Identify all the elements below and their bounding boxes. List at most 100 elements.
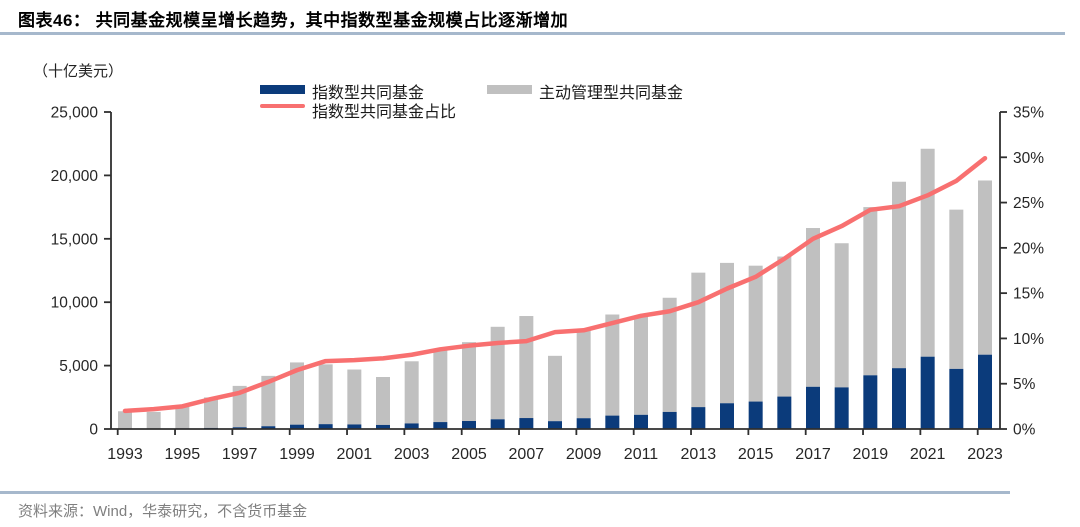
x-tick-label: 2013 [681, 446, 717, 463]
bar-active-2006 [490, 326, 505, 420]
x-tick-label: 2003 [394, 446, 430, 463]
bar-index-2009 [576, 418, 591, 429]
bar-index-1999 [290, 424, 304, 429]
right-tick-label: 25% [1013, 195, 1044, 212]
x-tick-label: 1997 [222, 446, 258, 463]
bar-index-2003 [404, 423, 419, 429]
bar-active-2019 [863, 207, 878, 376]
bar-active-1997 [232, 385, 247, 428]
bar-active-2011 [634, 315, 648, 415]
bar-active-2018 [834, 243, 849, 388]
bar-index-2016 [777, 396, 792, 429]
bar-active-1993 [118, 411, 132, 429]
x-tick-label: 2007 [509, 446, 545, 463]
legend-active-fund-swatch [487, 85, 532, 94]
bar-active-2020 [892, 181, 906, 369]
x-tick-label: 2005 [451, 446, 487, 463]
bar-index-2008 [548, 421, 562, 429]
bar-index-2018 [834, 387, 849, 429]
bar-active-1999 [290, 362, 304, 425]
bar-index-2005 [462, 421, 476, 429]
bar-active-2012 [662, 297, 677, 412]
bar-index-1998 [261, 426, 276, 429]
bar-active-1998 [261, 375, 276, 427]
x-tick-label: 2021 [910, 446, 946, 463]
bar-index-2013 [691, 407, 706, 429]
bar-active-1995 [175, 404, 190, 429]
bar-index-2023 [978, 354, 992, 429]
bar-index-2012 [662, 411, 677, 429]
bar-index-2002 [376, 424, 390, 429]
bar-index-2010 [605, 415, 620, 429]
legend-index-share-line-swatch [260, 104, 305, 108]
x-tick-label: 2011 [624, 446, 659, 463]
bar-active-2023 [978, 180, 992, 355]
right-tick-label: 30% [1013, 150, 1044, 167]
left-tick-label: 10,000 [51, 295, 99, 312]
left-tick-label: 0 [89, 422, 98, 439]
bar-active-1994 [146, 411, 161, 429]
right-tick-label: 15% [1013, 286, 1044, 303]
axis-unit-label: （十亿美元） [33, 63, 124, 80]
index-share-line [122, 155, 988, 414]
bar-index-2000 [318, 424, 333, 429]
bar-index-2019 [863, 375, 878, 429]
x-tick-label: 2019 [853, 446, 889, 463]
bar-active-2003 [404, 361, 419, 424]
bar-active-2022 [949, 209, 964, 369]
legend-index-share-label: 指数型共同基金占比 [312, 104, 457, 121]
bar-index-2006 [490, 419, 505, 429]
right-tick-label: 20% [1013, 240, 1044, 257]
x-tick-label: 2001 [337, 446, 373, 463]
left-tick-label: 25,000 [51, 105, 99, 122]
right-tick-label: 10% [1013, 331, 1044, 348]
right-tick-label: 35% [1013, 105, 1044, 122]
source-divider [0, 491, 1010, 494]
bar-active-2017 [806, 228, 820, 387]
bar-index-2021 [920, 356, 935, 429]
bar-active-2004 [433, 350, 448, 423]
bar-index-2007 [519, 418, 534, 429]
legend-index-fund-swatch [260, 85, 305, 94]
right-tick-label: 5% [1013, 376, 1036, 393]
source-note: 资料来源：Wind，华泰研究，不含货币基金 [18, 503, 308, 520]
bar-active-2013 [691, 272, 706, 408]
legend-index-fund-label: 指数型共同基金 [312, 85, 425, 102]
bar-index-2015 [748, 401, 763, 429]
bar-active-1996 [204, 397, 218, 428]
left-tick-label: 15,000 [51, 231, 99, 248]
bar-index-2001 [347, 424, 362, 429]
bar-active-2005 [462, 342, 476, 422]
x-tick-label: 2009 [566, 446, 602, 463]
bar-active-2010 [605, 314, 620, 416]
legend-active-fund-label: 主动管理型共同基金 [539, 85, 684, 102]
right-tick-label: 0% [1013, 422, 1036, 439]
x-tick-label: 2015 [738, 446, 774, 463]
bar-index-2014 [720, 403, 734, 429]
bar-active-2021 [920, 148, 935, 357]
bar-active-2007 [519, 316, 534, 419]
bar-active-2001 [347, 369, 362, 425]
bar-active-2002 [376, 377, 390, 425]
bar-index-2011 [634, 414, 648, 429]
bar-active-2000 [318, 364, 333, 425]
bar-index-2004 [433, 422, 448, 429]
bar-active-2016 [777, 256, 792, 397]
x-tick-label: 1999 [279, 446, 315, 463]
bar-active-2009 [576, 330, 591, 419]
x-tick-label: 1995 [165, 446, 201, 463]
bar-active-2014 [720, 262, 734, 404]
bar-index-2017 [806, 386, 820, 429]
bar-active-2015 [748, 265, 763, 402]
x-tick-label: 2017 [795, 446, 831, 463]
bar-active-2008 [548, 355, 562, 422]
bar-index-2022 [949, 368, 964, 429]
left-tick-label: 20,000 [51, 168, 99, 185]
title-underline [0, 32, 1065, 35]
figure-title: 图表46： 共同基金规模呈增长趋势，其中指数型基金规模占比逐渐增加 [18, 11, 569, 30]
x-tick-label: 2023 [967, 446, 1003, 463]
left-tick-label: 5,000 [59, 358, 98, 375]
bar-index-2020 [892, 368, 906, 429]
